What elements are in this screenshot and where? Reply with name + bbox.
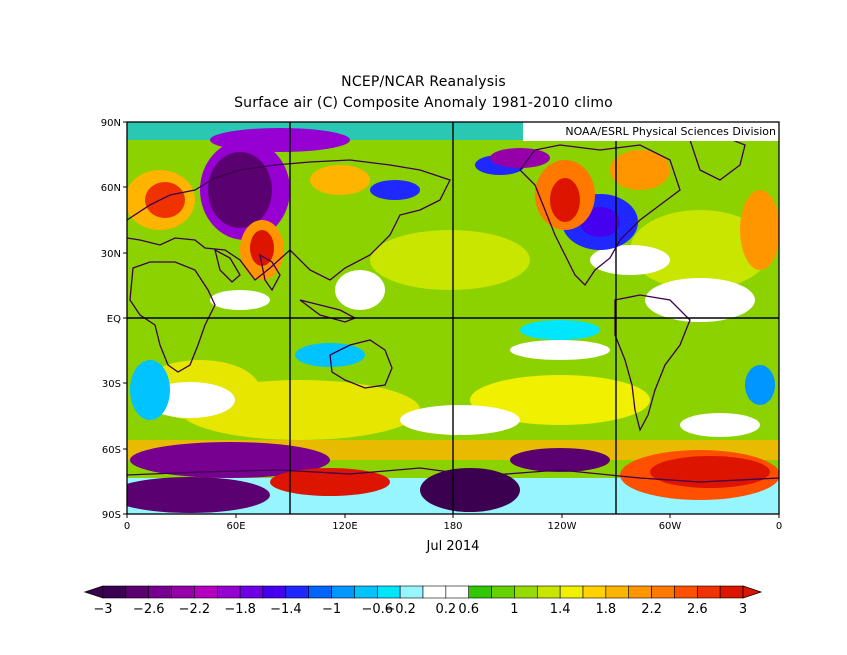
- lat-ticks: [123, 121, 127, 515]
- colorbar-label: −2.2: [179, 602, 211, 617]
- colorbar-swatch: [468, 585, 492, 599]
- lat-label-60n: 60N: [101, 183, 121, 194]
- colorbar: [83, 585, 763, 599]
- date-label: Jul 2014: [426, 539, 480, 554]
- colorbar-label: 3: [739, 602, 747, 617]
- colorbar-label: 2.6: [687, 602, 708, 617]
- colorbar-swatch: [171, 585, 195, 599]
- colorbar-swatch: [239, 585, 264, 599]
- colorbar-swatch: [216, 585, 241, 599]
- colorbar-swatch: [674, 585, 698, 599]
- lat-label-90n: 90N: [101, 118, 121, 129]
- lat-label-30n: 30N: [101, 249, 121, 260]
- lon-label-60w: 60W: [659, 521, 682, 532]
- chart-subtitle: Surface air (C) Composite Anomaly 1981-2…: [234, 95, 613, 111]
- lat-label-eq: EQ: [107, 314, 121, 325]
- lon-label-0: 0: [124, 521, 130, 532]
- colorbar-swatch: [354, 585, 378, 599]
- colorbar-label: −1.8: [224, 602, 256, 617]
- colorbar-swatch: [696, 585, 721, 599]
- colorbar-swatch: [285, 585, 310, 599]
- lon-label-120e: 120E: [332, 521, 357, 532]
- colorbar-label: 1.8: [596, 602, 617, 617]
- lon-label-120w: 120W: [548, 521, 577, 532]
- lat-label-30s: 30S: [102, 379, 121, 390]
- colorbar-label: −0.2: [384, 602, 416, 617]
- colorbar-over-arrow: [742, 585, 763, 599]
- colorbar-swatch: [262, 585, 287, 599]
- colorbar-swatch: [605, 585, 630, 599]
- lon-label-0-end: 0: [776, 521, 782, 532]
- coastlines: [127, 134, 779, 483]
- credit-text: NOAA/ESRL Physical Sciences Division: [565, 125, 776, 138]
- colorbar-swatch: [514, 585, 538, 599]
- colorbar-swatch: [719, 585, 744, 599]
- colorbar-label: 1.4: [550, 602, 571, 617]
- colorbar-label: 0.2: [436, 602, 457, 617]
- lon-ticks: [126, 514, 780, 518]
- colorbar-label: −0.6: [361, 602, 393, 617]
- credit-box: [523, 122, 779, 141]
- colorbar-under-arrow: [83, 585, 104, 599]
- colorbar-swatch: [376, 585, 401, 599]
- colorbar-swatch: [148, 585, 172, 599]
- colorbar-label: 2.2: [641, 602, 662, 617]
- colorbar-swatch: [422, 585, 447, 599]
- colorbar-label: −1.4: [270, 602, 302, 617]
- colorbar-swatch: [102, 585, 127, 599]
- colorbar-label: 1: [510, 602, 518, 617]
- lon-label-60e: 60E: [226, 521, 245, 532]
- colorbar-label: −3: [93, 602, 112, 617]
- grid-lines: [127, 122, 779, 514]
- colorbar-swatch: [536, 585, 561, 599]
- colorbar-labels: −3 −2.6 −2.2 −1.8 −1.4 −1 −0.6 −0.2 0.2 …: [93, 602, 747, 617]
- colorbar-swatch: [308, 585, 332, 599]
- colorbar-swatch: [628, 585, 652, 599]
- colorbar-swatch: [651, 585, 675, 599]
- colorbar-label: −2.6: [133, 602, 165, 617]
- lon-label-180: 180: [443, 521, 462, 532]
- colorbar-label: 0.6: [458, 602, 479, 617]
- lat-label-60s: 60S: [102, 445, 121, 456]
- chart-title: NCEP/NCAR Reanalysis: [341, 74, 506, 90]
- colorbar-swatch: [445, 585, 470, 599]
- colorbar-swatch: [491, 585, 515, 599]
- colorbar-swatch: [582, 585, 607, 599]
- colorbar-swatch: [331, 585, 355, 599]
- colorbar-swatch: [559, 585, 584, 599]
- colorbar-swatch: [194, 585, 218, 599]
- colorbar-swatch: [399, 585, 424, 599]
- lat-label-90s: 90S: [102, 510, 121, 521]
- colorbar-swatch: [125, 585, 150, 599]
- colorbar-label: −1: [322, 602, 341, 617]
